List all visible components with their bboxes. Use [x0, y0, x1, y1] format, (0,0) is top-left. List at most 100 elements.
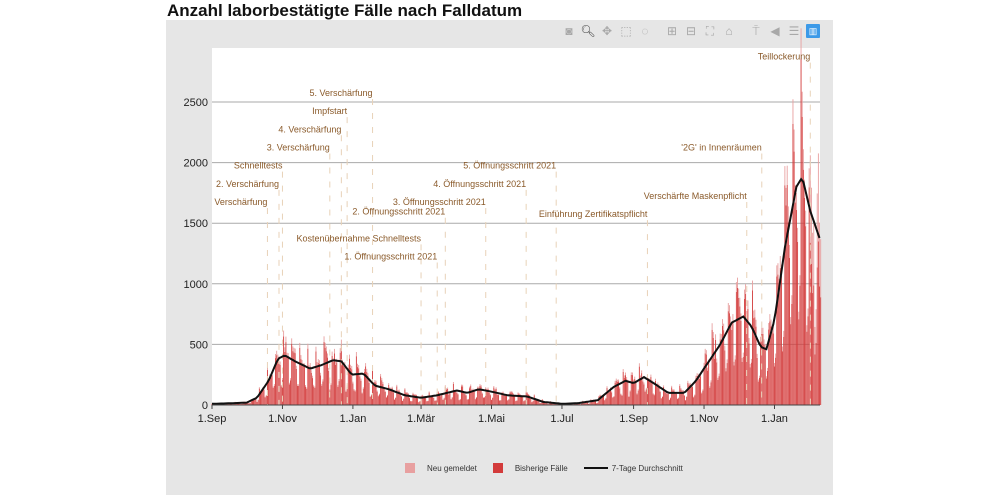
- bar-neu: [790, 317, 792, 325]
- bar-bisherige: [592, 399, 594, 405]
- bar-neu: [720, 334, 722, 340]
- bar-neu: [351, 366, 353, 370]
- bar-bisherige: [525, 392, 527, 405]
- bar-neu: [519, 394, 521, 396]
- bar-bisherige: [503, 395, 505, 405]
- legend-swatch[interactable]: [405, 463, 415, 473]
- bar-bisherige: [648, 380, 650, 405]
- bar-neu: [815, 309, 817, 343]
- bar-bisherige: [271, 374, 273, 405]
- bar-bisherige: [814, 354, 816, 405]
- bar-bisherige: [802, 169, 804, 405]
- bar-neu: [748, 337, 750, 344]
- bar-neu: [692, 385, 693, 388]
- bar-bisherige: [439, 393, 440, 405]
- home-icon[interactable]: ⌂: [725, 24, 733, 38]
- bar-neu: [282, 377, 283, 381]
- bar-bisherige: [474, 399, 476, 405]
- bar-bisherige: [455, 391, 457, 405]
- bar-neu: [670, 397, 671, 399]
- bar-bisherige: [351, 369, 353, 405]
- bar-bisherige: [634, 378, 636, 405]
- bar-neu: [616, 379, 618, 382]
- bar-neu: [396, 384, 398, 387]
- bar-neu: [384, 390, 386, 392]
- bar-neu: [599, 394, 601, 396]
- bar-bisherige: [739, 306, 741, 405]
- bar-neu: [447, 387, 449, 389]
- bar-bisherige: [307, 348, 309, 405]
- bar-bisherige: [323, 341, 325, 405]
- pan-icon[interactable]: ✥: [601, 24, 613, 38]
- bar-bisherige: [607, 391, 609, 405]
- bar-bisherige: [269, 376, 271, 405]
- zoom-icon[interactable]: 🔍︎: [580, 24, 596, 38]
- autoscale-icon[interactable]: ⛶: [705, 24, 715, 38]
- bar-bisherige: [603, 395, 604, 405]
- bar-bisherige: [635, 382, 637, 405]
- legend-swatch[interactable]: [583, 467, 608, 469]
- zoom-out-icon[interactable]: ⊟: [685, 24, 697, 38]
- bar-neu: [354, 390, 356, 392]
- legend-label[interactable]: Bisherige Fälle: [514, 463, 568, 473]
- bar-bisherige: [596, 403, 598, 405]
- bar-neu: [291, 338, 293, 344]
- bar-neu: [681, 389, 683, 392]
- bar-neu: [273, 384, 275, 386]
- bar-neu: [529, 394, 531, 396]
- bar-neu: [704, 348, 706, 354]
- bar-bisherige: [675, 393, 677, 405]
- bar-bisherige: [660, 398, 662, 405]
- bar-bisherige: [598, 396, 600, 405]
- bar-bisherige: [279, 364, 281, 405]
- bar-bisherige: [456, 392, 458, 405]
- legend-label[interactable]: 7-Tage Durchschnitt: [611, 463, 683, 473]
- bar-neu: [621, 394, 623, 396]
- bar-bisherige: [763, 344, 765, 405]
- bar-bisherige: [703, 366, 705, 405]
- bar-neu: [791, 295, 793, 304]
- camera-icon[interactable]: ◙: [565, 24, 573, 38]
- bar-neu: [295, 365, 297, 369]
- event-label: Impfstart: [312, 106, 348, 116]
- hover-compare-icon[interactable]: ☰: [788, 24, 800, 38]
- bar-neu: [323, 336, 325, 342]
- bar-neu: [495, 387, 497, 389]
- zoom-in-icon[interactable]: ⊞: [666, 24, 678, 38]
- bar-bisherige: [677, 399, 678, 405]
- bar-bisherige: [764, 348, 766, 405]
- bar-bisherige: [615, 380, 617, 405]
- bar-bisherige: [723, 330, 725, 405]
- box-select-icon[interactable]: ⬚: [620, 24, 632, 38]
- spike-lines-icon[interactable]: ⍑: [752, 24, 760, 38]
- bar-bisherige: [374, 381, 376, 405]
- bar-neu: [618, 379, 620, 382]
- bar-neu: [482, 397, 484, 398]
- bar-neu: [786, 165, 788, 185]
- bar-neu: [395, 397, 397, 399]
- hover-closest-icon[interactable]: ◀: [770, 24, 780, 38]
- bar-neu: [452, 381, 454, 384]
- bar-neu: [753, 310, 755, 319]
- bar-bisherige: [782, 351, 784, 405]
- bar-neu: [806, 325, 808, 332]
- legend-label[interactable]: Neu gemeldet: [427, 463, 477, 473]
- bar-bisherige: [608, 392, 610, 405]
- legend-swatch[interactable]: [492, 463, 503, 473]
- bar-neu: [440, 395, 442, 397]
- bar-neu: [769, 314, 771, 322]
- bar-neu: [481, 392, 483, 394]
- plotly-logo-icon[interactable]: ▥: [806, 24, 820, 38]
- bar-neu: [783, 330, 785, 337]
- bar-neu: [305, 385, 307, 387]
- bar-bisherige: [797, 242, 799, 405]
- bar-neu: [518, 393, 520, 395]
- bar-bisherige: [238, 402, 240, 405]
- bar-neu: [717, 377, 719, 380]
- bar-bisherige: [767, 370, 769, 405]
- bar-bisherige: [403, 398, 405, 405]
- bar-bisherige: [666, 394, 668, 405]
- bar-neu: [755, 319, 757, 327]
- lasso-icon[interactable]: ◌: [641, 24, 649, 38]
